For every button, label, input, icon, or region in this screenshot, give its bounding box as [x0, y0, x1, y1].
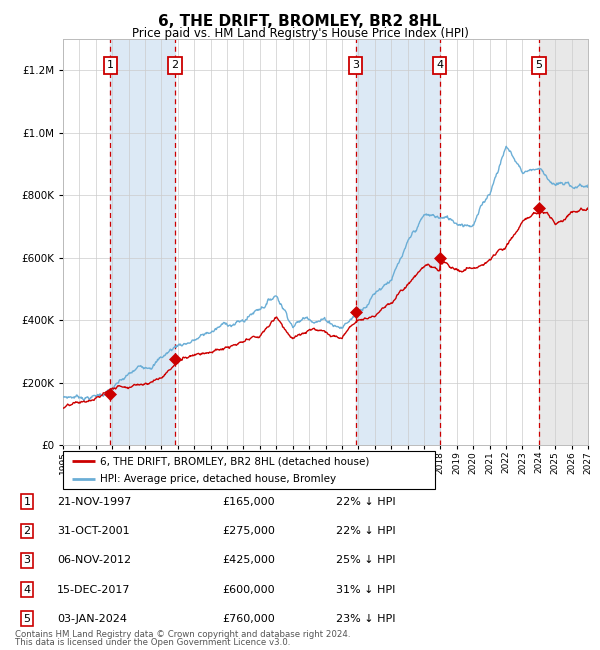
- Text: 06-NOV-2012: 06-NOV-2012: [57, 555, 131, 566]
- Text: 15-DEC-2017: 15-DEC-2017: [57, 584, 131, 595]
- Text: 2: 2: [23, 526, 31, 536]
- Text: £600,000: £600,000: [222, 584, 275, 595]
- Text: This data is licensed under the Open Government Licence v3.0.: This data is licensed under the Open Gov…: [15, 638, 290, 647]
- Text: 03-JAN-2024: 03-JAN-2024: [57, 614, 127, 624]
- Text: 22% ↓ HPI: 22% ↓ HPI: [336, 497, 395, 507]
- Text: 4: 4: [436, 60, 443, 70]
- Text: 31% ↓ HPI: 31% ↓ HPI: [336, 584, 395, 595]
- Text: 21-NOV-1997: 21-NOV-1997: [57, 497, 131, 507]
- Text: 23% ↓ HPI: 23% ↓ HPI: [336, 614, 395, 624]
- Text: 25% ↓ HPI: 25% ↓ HPI: [336, 555, 395, 566]
- Text: 6, THE DRIFT, BROMLEY, BR2 8HL (detached house): 6, THE DRIFT, BROMLEY, BR2 8HL (detached…: [100, 456, 370, 466]
- Text: £165,000: £165,000: [222, 497, 275, 507]
- Text: £275,000: £275,000: [222, 526, 275, 536]
- Bar: [356, 39, 440, 445]
- Text: 22% ↓ HPI: 22% ↓ HPI: [336, 526, 395, 536]
- Text: 4: 4: [23, 584, 31, 595]
- Text: HPI: Average price, detached house, Bromley: HPI: Average price, detached house, Brom…: [100, 474, 337, 484]
- Text: 6, THE DRIFT, BROMLEY, BR2 8HL: 6, THE DRIFT, BROMLEY, BR2 8HL: [158, 14, 442, 29]
- Text: £425,000: £425,000: [222, 555, 275, 566]
- Text: 3: 3: [23, 555, 31, 566]
- Text: Price paid vs. HM Land Registry's House Price Index (HPI): Price paid vs. HM Land Registry's House …: [131, 27, 469, 40]
- Text: 3: 3: [352, 60, 359, 70]
- Text: 5: 5: [23, 614, 31, 624]
- Text: Contains HM Land Registry data © Crown copyright and database right 2024.: Contains HM Land Registry data © Crown c…: [15, 630, 350, 639]
- Text: 1: 1: [23, 497, 31, 507]
- Bar: [539, 39, 588, 445]
- Text: 5: 5: [535, 60, 542, 70]
- Text: £760,000: £760,000: [222, 614, 275, 624]
- Bar: [110, 39, 175, 445]
- Text: 2: 2: [172, 60, 179, 70]
- Text: 1: 1: [107, 60, 114, 70]
- Text: 31-OCT-2001: 31-OCT-2001: [57, 526, 130, 536]
